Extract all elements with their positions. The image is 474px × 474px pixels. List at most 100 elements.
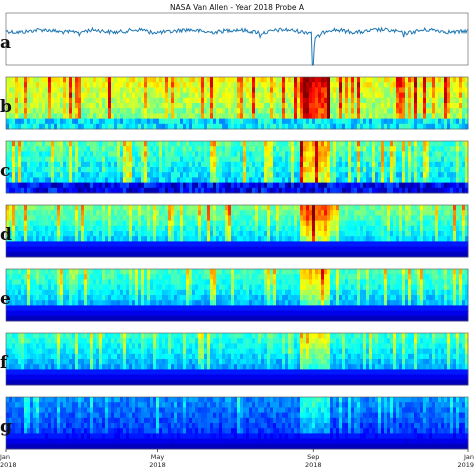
spectrogram-cell <box>327 103 331 109</box>
spectrogram-cell <box>39 187 43 194</box>
spectrogram-cell <box>378 182 382 189</box>
spectrogram-cell <box>132 92 136 99</box>
spectrogram-cell <box>246 151 250 157</box>
spectrogram-cell <box>405 108 409 114</box>
spectrogram-cell <box>201 205 205 211</box>
spectrogram-cell <box>186 205 190 211</box>
spectrogram-cell <box>195 146 199 152</box>
spectrogram-cell <box>96 97 100 104</box>
spectrogram-cell <box>168 246 172 253</box>
spectrogram-cell <box>9 187 13 194</box>
spectrogram-column <box>78 205 82 258</box>
spectrogram-cell <box>450 161 454 168</box>
spectrogram-cell <box>309 177 313 183</box>
spectrogram-cell <box>168 225 172 232</box>
spectrogram-cell <box>357 215 361 221</box>
spectrogram-cell <box>54 251 58 258</box>
spectrogram-cell <box>60 82 64 88</box>
spectrogram-cell <box>81 87 85 93</box>
spectrogram-cell <box>36 182 40 189</box>
spectrogram-cell <box>90 113 94 119</box>
spectrogram-cell <box>228 87 232 93</box>
spectrogram-cell <box>138 146 142 152</box>
spectrogram-cell <box>66 108 70 114</box>
spectrogram-cell <box>435 251 439 258</box>
spectrogram-cell <box>396 156 400 163</box>
spectrogram-cell <box>51 236 55 242</box>
spectrogram-cell <box>387 236 391 242</box>
spectrogram-cell <box>276 231 280 237</box>
spectrogram-cell <box>408 205 412 211</box>
spectrogram-cell <box>228 172 232 178</box>
spectrogram-cell <box>51 251 55 258</box>
spectrogram-cell <box>15 210 19 216</box>
spectrogram-cell <box>450 118 454 125</box>
spectrogram-cell <box>345 246 349 253</box>
spectrogram-column <box>297 141 301 194</box>
spectrogram-cell <box>150 151 154 157</box>
spectrogram-cell <box>423 77 427 83</box>
spectrogram-cell <box>21 118 25 125</box>
spectrogram-cell <box>318 108 322 114</box>
spectrogram-cell <box>63 87 67 93</box>
spectrogram-cell <box>177 87 181 93</box>
spectrogram-cell <box>93 225 97 232</box>
spectrogram-column <box>63 141 67 194</box>
spectrogram-cell <box>111 236 115 242</box>
spectrogram-cell <box>399 177 403 183</box>
spectrogram-cell <box>204 231 208 237</box>
spectrogram-column <box>165 141 169 194</box>
spectrogram-cell <box>24 151 28 157</box>
spectrogram-column <box>102 141 106 194</box>
spectrogram-cell <box>282 146 286 152</box>
spectrogram-cell <box>111 82 115 88</box>
spectrogram-cell <box>108 215 112 221</box>
spectrogram-cell <box>147 241 151 247</box>
spectrogram-column <box>249 141 253 194</box>
spectrogram-cell <box>198 146 202 152</box>
spectrogram-cell <box>417 231 421 237</box>
spectrogram-cell <box>438 103 442 109</box>
spectrogram-cell <box>213 236 217 242</box>
spectrogram-cell <box>450 146 454 152</box>
spectrogram-cell <box>201 172 205 178</box>
spectrogram-cell <box>456 77 460 83</box>
spectrogram-cell <box>213 210 217 216</box>
spectrogram-cell <box>93 82 97 88</box>
spectrogram-cell <box>84 87 88 93</box>
spectrogram-cell <box>435 77 439 83</box>
spectrogram-cell <box>402 187 406 194</box>
spectrogram-cell <box>309 92 313 99</box>
spectrogram-cell <box>360 215 364 221</box>
spectrogram-cell <box>141 241 145 247</box>
spectrogram-cell <box>153 241 157 247</box>
spectrogram-cell <box>42 225 46 232</box>
spectrogram-cell <box>183 231 187 237</box>
spectrogram-column <box>423 205 427 258</box>
spectrogram-cell <box>12 210 16 216</box>
spectrogram-cell <box>330 220 334 227</box>
spectrogram-cell <box>132 97 136 104</box>
spectrogram-cell <box>90 231 94 237</box>
spectrogram-column <box>54 77 58 130</box>
spectrogram-cell <box>414 172 418 178</box>
spectrogram-cell <box>339 92 343 99</box>
spectrogram-cell <box>15 156 19 163</box>
spectrogram-cell <box>78 236 82 242</box>
spectrogram-cell <box>228 113 232 119</box>
spectrogram-cell <box>9 118 13 125</box>
spectrogram-cell <box>201 123 205 130</box>
spectrogram-cell <box>81 82 85 88</box>
spectrogram-cell <box>192 156 196 163</box>
spectrogram-cell <box>399 118 403 125</box>
spectrogram-cell <box>36 151 40 157</box>
spectrogram-cell <box>345 82 349 88</box>
spectrogram-cell <box>306 92 310 99</box>
spectrogram-cell <box>195 236 199 242</box>
spectrogram-cell <box>39 241 43 247</box>
spectrogram-column <box>342 141 346 194</box>
spectrogram-cell <box>189 82 193 88</box>
spectrogram-cell <box>405 141 409 147</box>
spectrogram-cell <box>105 77 109 83</box>
spectrogram-cell <box>342 108 346 114</box>
